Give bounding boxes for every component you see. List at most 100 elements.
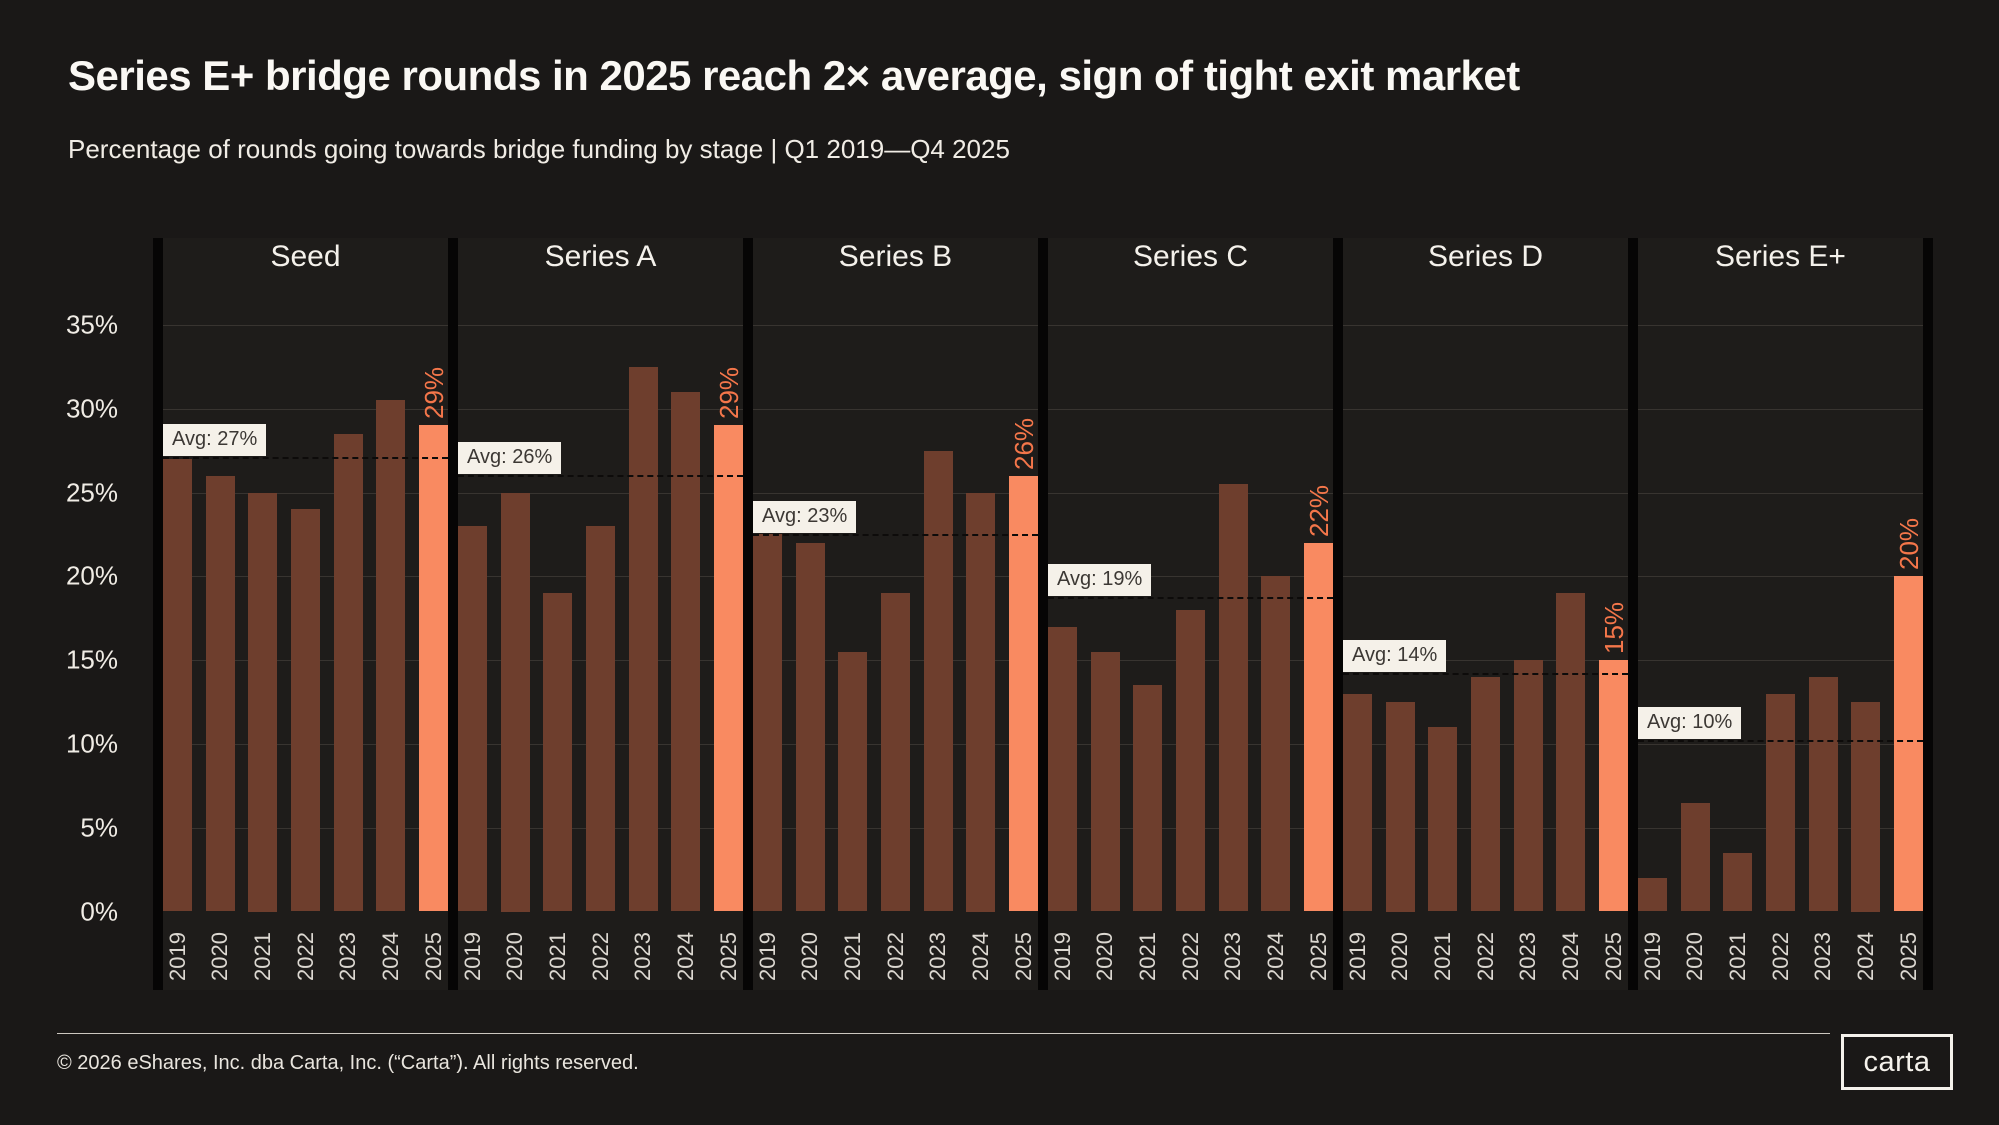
panel-separator bbox=[743, 238, 753, 990]
x-axis-year-label: 2024 bbox=[1557, 931, 1583, 981]
x-axis-year-label: 2025 bbox=[1305, 931, 1331, 981]
x-axis-year-label: 2019 bbox=[1639, 931, 1665, 981]
x-axis-year-label: 2022 bbox=[882, 931, 908, 981]
bar-2023 bbox=[333, 433, 363, 912]
gridline bbox=[1343, 660, 1628, 662]
x-axis-year-label: 2025 bbox=[1010, 931, 1036, 981]
bar-2021 bbox=[1428, 727, 1458, 912]
gridline bbox=[1343, 408, 1628, 410]
bar-2020 bbox=[205, 475, 235, 912]
x-axis-year-label: 2019 bbox=[164, 931, 190, 981]
bar-2022 bbox=[881, 593, 910, 912]
footer-divider bbox=[57, 1033, 1830, 1034]
x-axis-year-label: 2022 bbox=[1177, 931, 1203, 981]
highlight-value-label: 26% bbox=[1008, 417, 1039, 470]
y-axis-tick-label: 30% bbox=[65, 393, 118, 424]
gridline bbox=[1343, 576, 1628, 578]
stage-panel-seed: Seed 2019 2020 2021 2022 2023 2024 2025 Avg: 27%… bbox=[163, 238, 449, 990]
x-axis-year-label: 2020 bbox=[207, 931, 233, 981]
x-axis-year-label: 2019 bbox=[459, 931, 485, 981]
gridline bbox=[458, 324, 743, 326]
gridline bbox=[753, 492, 1038, 494]
bar-2022 bbox=[1766, 693, 1795, 912]
carta-logo: carta bbox=[1841, 1034, 1953, 1090]
x-axis-year-label: 2024 bbox=[672, 931, 698, 981]
gridline bbox=[1638, 492, 1923, 494]
bar-2020 bbox=[1385, 702, 1415, 912]
y-axis-tick-label: 0% bbox=[80, 896, 118, 926]
average-dashed-line bbox=[1048, 596, 1333, 599]
x-axis-year-label: 2023 bbox=[1810, 931, 1836, 981]
panel-separator bbox=[1038, 238, 1048, 990]
gridline bbox=[753, 576, 1038, 578]
gridline bbox=[1048, 324, 1333, 326]
y-axis-tick-label: 35% bbox=[65, 309, 118, 340]
x-axis-year-label: 2019 bbox=[754, 931, 780, 981]
average-dashed-line bbox=[1343, 673, 1628, 676]
x-axis-year-label: 2021 bbox=[1724, 931, 1750, 981]
y-axis-tick-label: 25% bbox=[65, 477, 118, 507]
gridline bbox=[1638, 660, 1923, 662]
panel-separator bbox=[1628, 238, 1638, 990]
x-axis-year-label: 2020 bbox=[1387, 931, 1413, 981]
gridline bbox=[163, 324, 448, 326]
highlight-value-label: 20% bbox=[1893, 518, 1924, 571]
bar-2020 bbox=[795, 542, 825, 912]
bar-2024 bbox=[376, 400, 406, 912]
carta-logo-text: carta bbox=[1863, 1045, 1931, 1078]
bar-2021 bbox=[543, 593, 573, 912]
bar-2024 bbox=[966, 492, 996, 912]
stage-panel-series-d: Series D 2019 2020 2021 2022 2023 2024 2025 Avg:… bbox=[1343, 238, 1629, 990]
average-dashed-line bbox=[163, 456, 448, 459]
panel-separator bbox=[448, 238, 458, 990]
x-axis-year-label: 2021 bbox=[1134, 931, 1160, 981]
panel-title: Series C bbox=[1132, 240, 1249, 273]
x-axis-year-label: 2022 bbox=[292, 931, 318, 981]
bar-2019 bbox=[458, 526, 487, 912]
bar-2022 bbox=[1176, 609, 1205, 912]
x-axis-year-label: 2024 bbox=[1262, 931, 1288, 981]
bar-2025 bbox=[419, 425, 448, 912]
x-axis-year-label: 2019 bbox=[1344, 931, 1370, 981]
x-axis-year-label: 2021 bbox=[1429, 931, 1455, 981]
x-axis-year-label: 2024 bbox=[1852, 931, 1878, 981]
page-subtitle: Percentage of rounds going towards bridg… bbox=[68, 134, 1010, 164]
y-axis-tick-label: 5% bbox=[80, 812, 118, 843]
panel-title: Series A bbox=[544, 240, 657, 273]
average-label: Avg: 14% bbox=[1343, 640, 1447, 673]
bar-2019 bbox=[753, 534, 782, 912]
bar-2022 bbox=[291, 509, 320, 912]
x-axis-year-label: 2025 bbox=[1600, 931, 1626, 981]
average-label: Avg: 23% bbox=[753, 501, 857, 534]
x-axis-year-label: 2021 bbox=[839, 931, 865, 981]
gridline bbox=[1048, 492, 1333, 494]
highlight-value-label: 29% bbox=[418, 367, 449, 420]
panel-title: Series E+ bbox=[1715, 240, 1846, 273]
bar-2024 bbox=[1261, 576, 1291, 912]
x-axis-year-label: 2021 bbox=[544, 931, 570, 981]
x-axis-year-label: 2024 bbox=[967, 931, 993, 981]
gridline bbox=[163, 492, 448, 494]
x-axis-year-label: 2023 bbox=[335, 931, 361, 981]
bar-2019 bbox=[1343, 693, 1372, 912]
gridline bbox=[753, 324, 1038, 326]
highlight-value-label: 29% bbox=[713, 367, 744, 420]
gridline bbox=[753, 408, 1038, 410]
bar-2024 bbox=[1556, 593, 1586, 912]
x-axis-year-label: 2020 bbox=[797, 931, 823, 981]
bar-2025 bbox=[1894, 576, 1923, 912]
gridline bbox=[1638, 324, 1923, 326]
bar-2022 bbox=[586, 526, 615, 912]
stage-panel-series-a: Series A 2019 2020 2021 2022 2023 2024 2025 Avg:… bbox=[458, 238, 744, 990]
x-axis-year-label: 2020 bbox=[502, 931, 528, 981]
y-axis-tick-label: 20% bbox=[65, 560, 118, 591]
x-axis-year-label: 2023 bbox=[1515, 931, 1541, 981]
bar-2023 bbox=[923, 450, 953, 912]
y-axis-tick-label: 15% bbox=[65, 644, 118, 675]
average-dashed-line bbox=[1638, 740, 1923, 743]
average-label: Avg: 10% bbox=[1638, 707, 1742, 740]
panel-title: Series B bbox=[838, 240, 953, 273]
x-axis-year-label: 2024 bbox=[377, 931, 403, 981]
gridline bbox=[1048, 408, 1333, 410]
highlight-value-label: 15% bbox=[1598, 602, 1629, 655]
